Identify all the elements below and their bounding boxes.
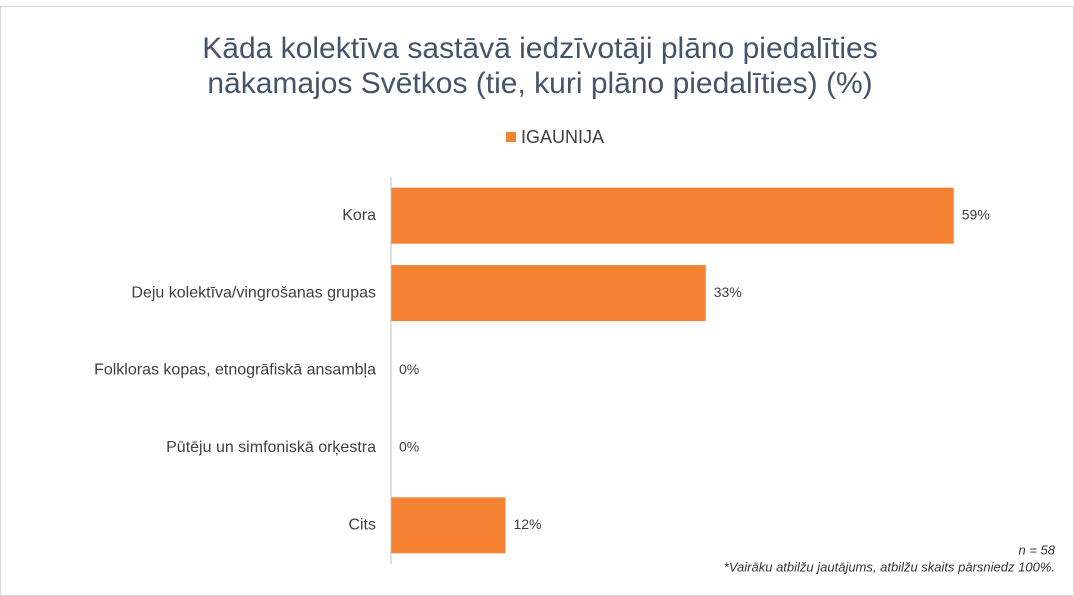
value-label: 0%: [399, 439, 419, 455]
chart-title: nākamajos Svētkos (tie, kuri plāno pieda…: [207, 67, 872, 100]
value-label: 0%: [399, 361, 419, 377]
y-tick-label: Folkloras kopas, etnogrāfiskā ansambļa: [94, 362, 376, 379]
legend-label: IGAUNIJA: [521, 127, 604, 147]
legend-swatch: [506, 132, 516, 142]
note: n = 58: [1018, 542, 1055, 557]
y-tick-label: Kora: [342, 207, 376, 224]
y-tick-label: Deju kolektīva/vingrošanas grupas: [131, 284, 376, 301]
bar: [391, 265, 706, 322]
chart-title: Kāda kolektīva sastāvā iedzīvotāji plāno…: [202, 32, 877, 65]
bar: [391, 187, 954, 244]
value-label: 33%: [714, 284, 742, 300]
value-label: 59%: [962, 206, 990, 222]
note: *Vairāku atbilžu jautājums, atbilžu skai…: [724, 559, 1055, 574]
bar: [391, 497, 506, 554]
y-tick-label: Cits: [348, 517, 376, 534]
value-label: 12%: [513, 516, 541, 532]
y-tick-label: Pūtēju un simfoniskā orķestra: [166, 439, 376, 456]
